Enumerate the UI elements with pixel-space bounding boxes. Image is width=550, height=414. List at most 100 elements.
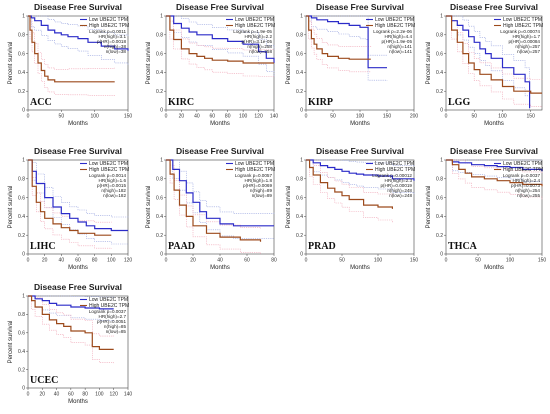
y-axis-label: Percent survival [426,186,432,229]
stat-line: HR(high)=3.1 [99,34,127,39]
y-tick-label: 0.4 [296,70,303,76]
legend-entry-low-ube2c-tpm: Low UBE2C TPM [89,161,128,167]
y-tick-label: 0.6 [156,51,163,57]
chart-title: Disease Free Survival [316,146,404,156]
plot-frame [445,159,543,255]
y-tick-label: 0.8 [436,177,443,183]
cancer-type-label: LIHC [30,241,56,252]
y-axis-label: Percent survival [8,321,14,364]
chart-title: Disease Free Survival [450,2,538,12]
stat-line: n(low)=257 [517,49,540,54]
low-ube2c-tpm-curve [446,159,543,172]
y-tick-label: 0.4 [156,70,163,76]
stat-line: Logrank p=0.0057 [235,173,273,178]
high-ube2c-tpm-ci-upper [166,159,261,229]
stat-line: n(high)=38 [104,44,127,49]
stat-line: n(high)=258 [247,44,272,49]
y-tick-label: 0 [160,108,163,114]
y-tick-label: 0.8 [18,33,25,39]
x-tick-label: 120 [110,392,119,398]
stat-line: Logrank p=0.0011 [89,29,126,34]
y-tick-label: 0.2 [18,367,25,373]
x-tick-label: 100 [506,258,515,264]
x-tick-label: 80 [92,258,98,264]
x-tick-label: 20 [40,392,46,398]
x-tick-label: 20 [179,114,185,120]
y-tick-label: 0.8 [296,33,303,39]
stat-line: HR(high)=2.3 [385,178,413,183]
low-ube2c-tpm-curve [166,159,274,227]
stat-line: n(high)=85 [104,324,127,329]
y-axis-label: Percent survival [286,186,292,229]
high-ube2c-tpm-curve [166,159,262,242]
x-tick-label: 150 [538,258,547,264]
x-axis-label: Months [210,121,230,127]
x-tick-label: 80 [82,392,88,398]
x-tick-label: 60 [244,258,250,264]
x-tick-label: 140 [270,114,279,120]
high-ube2c-tpm-ci-upper [306,15,372,47]
y-axis-label: Percent survival [146,186,152,229]
x-tick-label: 20 [42,258,48,264]
x-tick-label: 50 [59,114,65,120]
high-ube2c-tpm-ci-upper [28,15,115,70]
stat-line: HR(high)=1.7 [513,34,541,39]
chart-kirp: Disease Free Survival 0 0.2 0.4 0.6 0.8 1 0 50 10… [286,2,418,127]
high-ube2c-tpm-curve [306,15,371,60]
y-tick-label: 0.4 [436,214,443,220]
y-tick-label: 0.8 [156,177,163,183]
y-tick-label: 1 [300,158,303,164]
x-tick-label: 100 [90,114,99,120]
stat-line: n(high)=254 [515,188,540,193]
low-ube2c-tpm-ci-lower [28,295,114,322]
x-tick-label: 120 [254,114,263,120]
x-tick-label: 0 [165,114,168,120]
legend-entry-high-ube2c-tpm: High UBE2C TPM [235,23,275,29]
x-tick-label: 40 [194,114,200,120]
stat-line: Logrank p=0.00074 [500,29,540,34]
y-tick-label: 0.6 [18,195,25,201]
low-ube2c-tpm-curve [306,159,415,181]
chart-acc: Disease Free Survival 0 0.2 0.4 0.6 0.8 1 0 50 10… [8,2,132,127]
x-tick-label: 0 [445,258,448,264]
y-tick-label: 1 [440,158,443,164]
x-tick-label: 100 [356,114,365,120]
y-tick-label: 0.6 [156,195,163,201]
stat-line: p(HR)=1.9e-05 [381,39,412,44]
x-tick-label: 0 [305,258,308,264]
stat-line: p(HR)=0.00084 [508,39,540,44]
x-tick-label: 0 [27,258,30,264]
legend-entry-low-ube2c-tpm: Low UBE2C TPM [89,297,128,303]
low-ube2c-tpm-ci-upper [28,295,114,298]
y-tick-label: 0 [22,108,25,114]
y-tick-label: 0.4 [18,349,25,355]
x-axis-label: Months [68,265,88,271]
x-axis-label: Months [484,121,504,127]
cancer-type-label: LGG [448,97,470,108]
stat-line: n(low)=182 [103,193,126,198]
chart-ucec: Disease Free Survival 0 0.2 0.4 0.6 0.8 1 0 20 40… [8,282,132,405]
y-axis-label: Percent survival [8,42,14,85]
stat-line: n(high)=182 [101,188,126,193]
x-tick-label: 0 [27,114,30,120]
high-ube2c-tpm-curve [446,159,543,187]
cancer-type-label: KIRP [308,97,333,108]
y-tick-label: 0.4 [156,214,163,220]
legend-entry-high-ube2c-tpm: High UBE2C TPM [89,23,129,29]
chart-kirc: Disease Free Survival 0 0.2 0.4 0.6 0.8 1 0 20 40… [146,2,279,127]
y-tick-label: 0.2 [156,89,163,95]
x-tick-label: 50 [339,258,345,264]
y-tick-label: 0.8 [436,33,443,39]
chart-title: Disease Free Survival [34,282,122,292]
y-tick-label: 1 [160,158,163,164]
y-tick-label: 1 [300,14,303,20]
low-ube2c-tpm-ci-upper [166,159,275,214]
high-ube2c-tpm-ci-lower [306,15,372,73]
plot-frame [445,15,543,111]
stat-line: Logrank p=0.0037 [89,309,127,314]
y-tick-label: 1 [22,294,25,300]
stat-line: Logrank p=1.9e-05 [233,29,272,34]
high-ube2c-tpm-curve [306,159,393,209]
x-tick-label: 100 [374,258,383,264]
x-tick-label: 150 [527,114,536,120]
